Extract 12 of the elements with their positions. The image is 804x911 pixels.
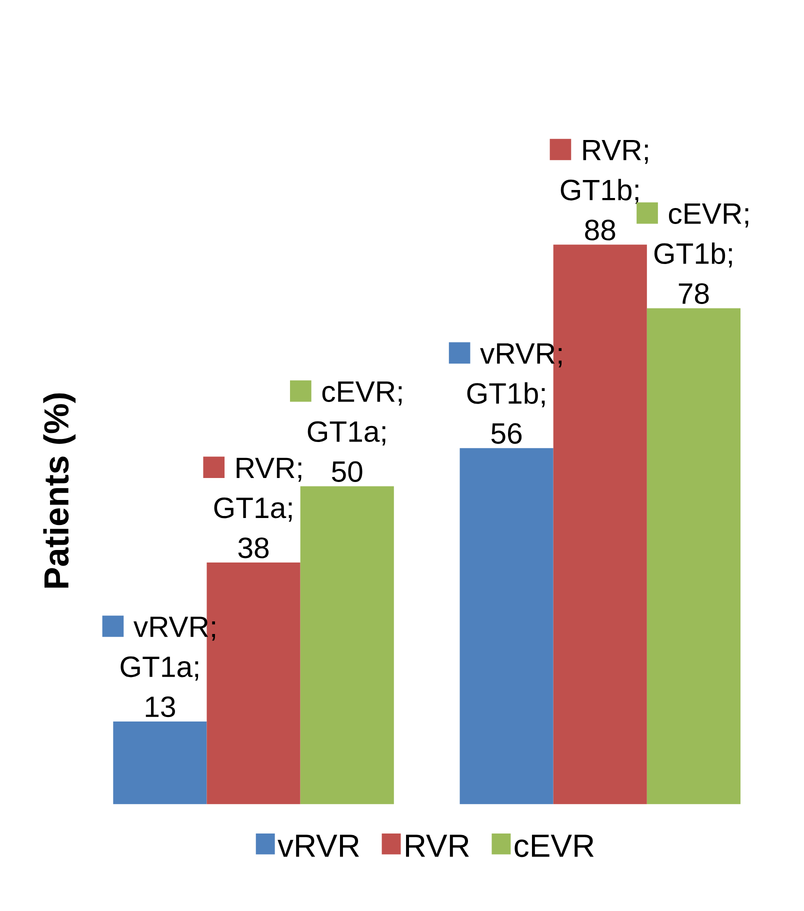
data-label: RVR; GT1b; 88 [560,140,648,240]
legend-label: RVR [406,834,469,857]
legend-label: cEVR [514,834,594,858]
data-label: cEVR; GT1b; 78 [654,204,748,304]
data-label: RVR; GT1a; 38 [214,458,302,558]
bar [460,448,554,804]
bar [300,486,394,804]
y-axis-title: Patients (%) [43,393,76,588]
data-label: cEVR; GT1a; 50 [308,382,402,482]
legend-label: vRVR [277,834,359,857]
bar [646,308,740,804]
bar [113,721,207,804]
